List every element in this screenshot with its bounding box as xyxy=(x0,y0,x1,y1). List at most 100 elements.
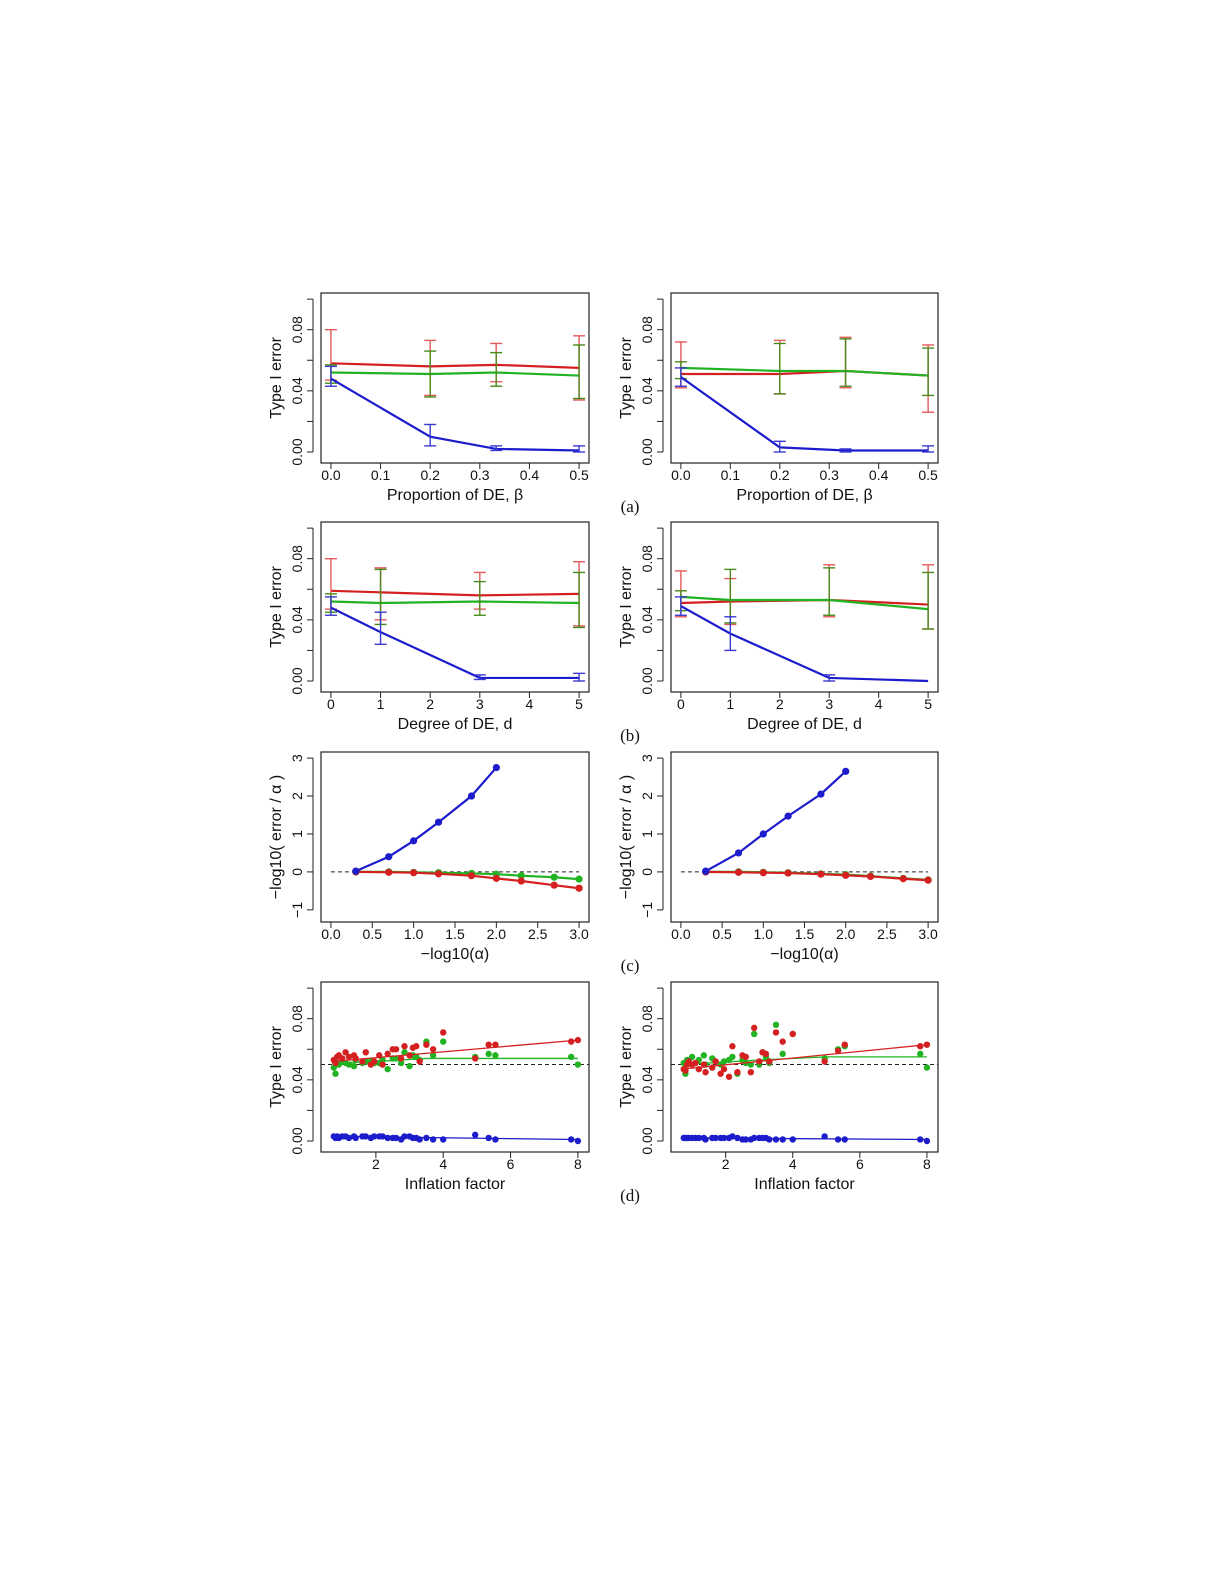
x-tick-label: 0.2 xyxy=(770,467,790,483)
data-point-red xyxy=(392,1046,400,1053)
x-tick-label: 0.4 xyxy=(869,467,889,483)
x-tick-label: 2 xyxy=(372,1156,380,1172)
data-point-green xyxy=(332,1070,339,1077)
data-point-blue xyxy=(492,1136,499,1143)
panel-caption: (b) xyxy=(620,726,640,745)
x-tick-label: 3 xyxy=(825,696,833,712)
data-point-green xyxy=(397,1059,405,1067)
series-green xyxy=(330,1038,582,1077)
data-point-red xyxy=(750,1024,758,1032)
series-blue xyxy=(324,365,586,453)
data-point-red xyxy=(401,1043,408,1050)
data-point-green xyxy=(917,1050,924,1058)
data-point-red xyxy=(370,1058,378,1065)
data-point-red xyxy=(379,1061,386,1068)
series-line-blue xyxy=(355,766,498,873)
y-tick-label: 3 xyxy=(639,754,655,762)
panel-caption: (a) xyxy=(621,497,640,516)
x-tick-label: 0.0 xyxy=(321,926,341,942)
series-green xyxy=(324,344,586,400)
data-point-red xyxy=(416,1058,423,1065)
data-point-blue xyxy=(410,837,418,845)
data-point-green xyxy=(923,1064,931,1071)
fit-line-red xyxy=(682,1044,927,1070)
series-line-blue xyxy=(330,606,580,680)
x-tick-label: 2.0 xyxy=(836,926,856,942)
x-axis-title: −log10(α) xyxy=(770,946,838,963)
data-point-green xyxy=(574,1061,582,1068)
data-point-red xyxy=(397,1055,405,1062)
data-point-blue xyxy=(352,1134,359,1142)
plot-frame xyxy=(320,751,590,923)
data-point-red xyxy=(384,1050,391,1058)
data-point-red xyxy=(725,1073,733,1080)
data-point-green xyxy=(750,1030,758,1038)
fit-line-blue xyxy=(332,1135,578,1141)
data-point-red xyxy=(567,1038,575,1045)
data-point-blue xyxy=(923,1137,931,1145)
data-point-red xyxy=(575,884,583,892)
x-axis-title: Degree of DE, d xyxy=(747,716,862,733)
data-point-red xyxy=(362,1049,369,1056)
data-point-red xyxy=(492,1041,499,1048)
data-point-blue xyxy=(759,830,767,838)
y-tick-label: 1 xyxy=(289,830,305,838)
y-tick-label: 0.04 xyxy=(289,377,305,404)
series-red xyxy=(330,1029,582,1068)
data-point-red xyxy=(385,868,393,876)
x-tick-label: 0.5 xyxy=(918,467,938,483)
y-tick-label: 0.00 xyxy=(289,667,305,694)
data-point-green xyxy=(429,1052,437,1059)
data-point-red xyxy=(747,1068,755,1076)
x-tick-label: 1.5 xyxy=(795,926,815,942)
data-point-red xyxy=(866,872,875,881)
data-point-green xyxy=(401,1049,408,1056)
data-point-red xyxy=(717,1070,724,1077)
y-tick-label: 2 xyxy=(639,792,655,800)
x-tick-label: 1 xyxy=(377,696,385,712)
series-line-red xyxy=(330,589,580,597)
x-tick-label: 2 xyxy=(722,1156,730,1172)
data-point-green xyxy=(384,1065,391,1073)
x-tick-label: 2.0 xyxy=(487,926,507,942)
data-point-green xyxy=(688,1053,696,1061)
x-tick-label: 1 xyxy=(726,696,734,712)
data-point-red xyxy=(817,870,825,878)
data-point-red xyxy=(734,868,743,876)
y-tick-label: 0.08 xyxy=(639,316,655,343)
plot-frame xyxy=(320,292,590,464)
data-point-red xyxy=(842,871,850,879)
data-point-green xyxy=(440,1038,447,1045)
y-tick-label: 1 xyxy=(639,830,655,838)
plot-frame xyxy=(670,751,939,923)
x-tick-label: 0.0 xyxy=(671,467,691,483)
data-point-blue xyxy=(385,853,393,861)
fit-line-red xyxy=(332,1039,578,1063)
y-axis-title: −log10( error / α ) xyxy=(618,775,635,899)
x-tick-label: 0.0 xyxy=(671,926,691,942)
series-line-green xyxy=(680,366,929,377)
data-point-red xyxy=(472,1055,479,1062)
data-point-red xyxy=(345,1053,353,1061)
y-tick-label: 0.08 xyxy=(289,545,305,572)
data-point-red xyxy=(440,1029,447,1036)
x-tick-label: 5 xyxy=(924,696,932,712)
x-tick-label: 0.2 xyxy=(420,467,440,483)
data-point-blue xyxy=(392,1134,400,1142)
data-point-blue xyxy=(401,1133,408,1140)
x-tick-label: 0.5 xyxy=(569,467,589,483)
series-red xyxy=(324,328,586,401)
x-tick-label: 1.0 xyxy=(754,926,774,942)
data-point-green xyxy=(729,1053,736,1061)
data-point-red xyxy=(834,1047,842,1054)
data-point-red xyxy=(410,869,418,877)
data-point-blue xyxy=(384,1134,391,1142)
x-tick-label: 4 xyxy=(439,1156,447,1172)
y-tick-label: 0.00 xyxy=(289,438,305,465)
x-tick-label: 0.5 xyxy=(363,926,383,942)
y-tick-label: 0.04 xyxy=(289,1066,305,1093)
x-axis-title: Inflation factor xyxy=(405,1176,506,1193)
y-axis-title: Type I error xyxy=(268,336,285,418)
series-blue xyxy=(674,367,935,453)
